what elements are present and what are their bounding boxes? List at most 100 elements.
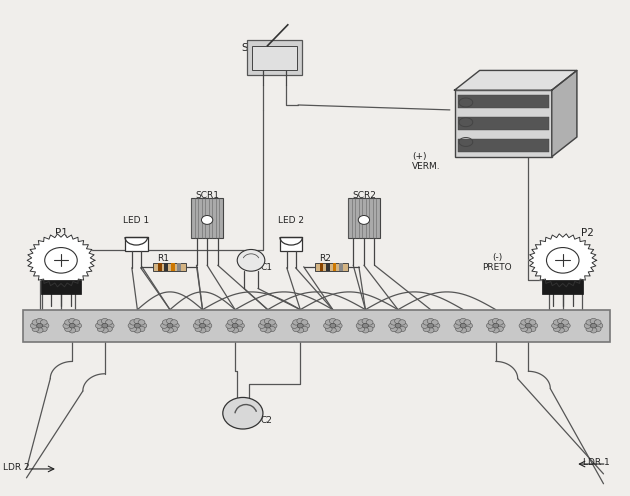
Bar (326, 263, 330, 271)
Circle shape (391, 326, 398, 332)
Polygon shape (27, 234, 95, 287)
Circle shape (138, 320, 145, 325)
Bar (333, 263, 336, 271)
Bar (348, 198, 380, 238)
Circle shape (362, 327, 369, 333)
Circle shape (333, 326, 340, 332)
Circle shape (203, 320, 210, 325)
Circle shape (301, 326, 308, 332)
Circle shape (232, 327, 239, 333)
Circle shape (335, 323, 342, 328)
Circle shape (97, 320, 104, 325)
Circle shape (563, 323, 570, 328)
Bar (457, 95, 549, 108)
Circle shape (493, 323, 499, 328)
Bar (192, 198, 223, 238)
Circle shape (138, 326, 145, 332)
Bar (457, 117, 549, 130)
Circle shape (227, 320, 234, 325)
Circle shape (166, 327, 173, 333)
Circle shape (195, 326, 202, 332)
Bar (542, 280, 583, 294)
Circle shape (293, 320, 299, 325)
Circle shape (488, 320, 495, 325)
Text: SCR2: SCR2 (352, 191, 376, 200)
Circle shape (291, 323, 298, 328)
Circle shape (202, 215, 213, 224)
Bar (153, 263, 186, 271)
Circle shape (389, 323, 396, 328)
Circle shape (200, 323, 205, 328)
Bar (178, 263, 181, 271)
Circle shape (32, 326, 39, 332)
Circle shape (521, 326, 527, 332)
Circle shape (394, 318, 401, 324)
Circle shape (173, 323, 180, 328)
Circle shape (236, 326, 243, 332)
Circle shape (63, 323, 70, 328)
Circle shape (529, 326, 536, 332)
Circle shape (301, 320, 308, 325)
Circle shape (399, 326, 406, 332)
Circle shape (324, 323, 330, 328)
Circle shape (297, 327, 304, 333)
Circle shape (427, 318, 434, 324)
Text: LDR 2: LDR 2 (3, 463, 29, 472)
Circle shape (330, 323, 336, 328)
Circle shape (134, 327, 140, 333)
Circle shape (258, 323, 265, 328)
Circle shape (366, 320, 373, 325)
Circle shape (368, 323, 375, 328)
Circle shape (73, 326, 80, 332)
Bar (339, 263, 343, 271)
Bar (41, 280, 81, 294)
Circle shape (293, 326, 299, 332)
Circle shape (193, 323, 200, 328)
Text: (+)
VERM.: (+) VERM. (412, 152, 441, 171)
Text: LDR 1: LDR 1 (583, 458, 610, 467)
Circle shape (584, 323, 591, 328)
Circle shape (163, 320, 169, 325)
Circle shape (594, 320, 601, 325)
Circle shape (391, 320, 398, 325)
Circle shape (265, 323, 271, 328)
Bar (319, 263, 323, 271)
Circle shape (461, 323, 466, 328)
Circle shape (40, 326, 47, 332)
Circle shape (366, 326, 373, 332)
Circle shape (329, 327, 336, 333)
Circle shape (590, 318, 597, 324)
Circle shape (69, 327, 76, 333)
Circle shape (166, 318, 173, 324)
Circle shape (32, 320, 39, 325)
Circle shape (529, 320, 536, 325)
Circle shape (40, 320, 47, 325)
Circle shape (205, 323, 212, 328)
Circle shape (455, 326, 462, 332)
Circle shape (45, 248, 77, 273)
Circle shape (69, 318, 76, 324)
Circle shape (492, 318, 499, 324)
Circle shape (238, 249, 265, 271)
Bar (315, 263, 348, 271)
Text: (-)
PRETO: (-) PRETO (482, 253, 512, 272)
Circle shape (69, 323, 75, 328)
Polygon shape (455, 70, 577, 90)
Circle shape (270, 323, 277, 328)
Circle shape (105, 320, 112, 325)
Circle shape (199, 327, 206, 333)
Circle shape (460, 318, 467, 324)
Circle shape (399, 320, 406, 325)
Circle shape (464, 320, 471, 325)
Circle shape (128, 323, 135, 328)
Circle shape (75, 323, 81, 328)
Circle shape (496, 326, 503, 332)
Circle shape (464, 326, 471, 332)
Circle shape (260, 326, 267, 332)
Text: R2: R2 (319, 254, 331, 263)
Circle shape (394, 327, 401, 333)
Circle shape (226, 323, 232, 328)
Circle shape (130, 326, 137, 332)
Bar (457, 139, 549, 152)
Circle shape (562, 320, 568, 325)
